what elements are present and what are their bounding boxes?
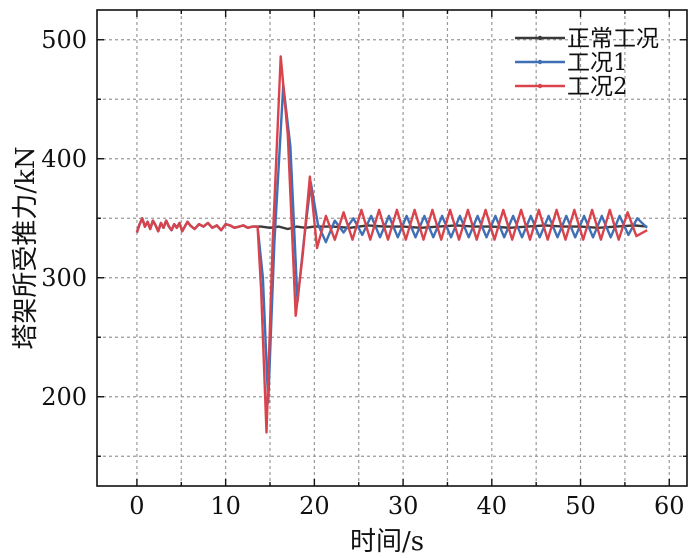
y-tick-label: 300 — [41, 264, 87, 292]
legend-marker-3 — [537, 83, 543, 89]
y-tick-label: 200 — [41, 383, 87, 411]
grid — [97, 10, 687, 486]
series-line-3 — [135, 55, 648, 434]
x-tick-label: 50 — [565, 492, 596, 520]
y-tick-label: 500 — [41, 26, 87, 54]
series-layer — [135, 55, 648, 434]
legend-label-1: 正常工况 — [567, 26, 659, 52]
legend-marker-1 — [537, 35, 543, 41]
x-tick-label: 0 — [129, 492, 144, 520]
y-axis-label: 塔架所受推力/kN — [11, 146, 41, 349]
x-tick-label: 60 — [654, 492, 685, 520]
y-tick-label: 400 — [41, 145, 87, 173]
series-line-2 — [135, 83, 648, 404]
legend-label-2: 工况1 — [567, 50, 628, 76]
x-axis-label: 时间/s — [350, 527, 424, 557]
x-tick-label: 20 — [299, 492, 330, 520]
legend-label-3: 工况2 — [567, 74, 628, 100]
axes: 0 10 20 30 40 50 60 200 300 400 500 时间/s 塔架所受推力/kN — [11, 9, 688, 557]
x-tick-label: 30 — [388, 492, 419, 520]
x-tick-label: 10 — [210, 492, 241, 520]
legend-marker-2 — [537, 59, 543, 65]
x-tick-label: 40 — [477, 492, 508, 520]
plot-frame — [96, 9, 688, 487]
